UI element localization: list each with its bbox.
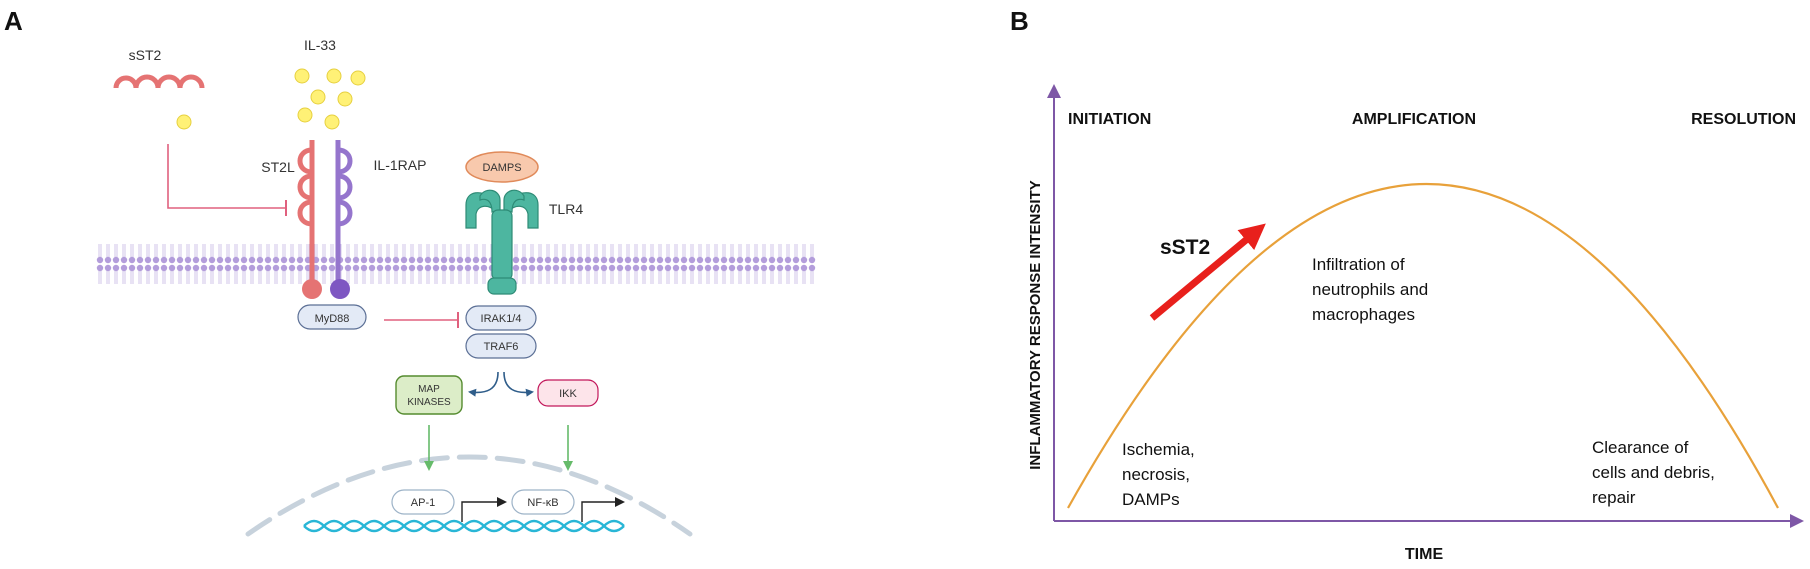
nfkb-transcription-arrow [581, 497, 625, 522]
tlr4-receptor [465, 189, 539, 295]
ap1-transcription-arrow [461, 497, 507, 522]
panel-a: A sST2 IL-33 ST2L [4, 6, 816, 537]
phase-initiation: INITIATION [1068, 111, 1151, 128]
map-kinases-line1: MAP [418, 384, 440, 395]
panel-a-letter: A [4, 6, 23, 36]
early-note-line: Ischemia, [1122, 440, 1195, 459]
damps-label: DAMPS [482, 162, 521, 174]
late-note-line: cells and debris, [1592, 463, 1715, 482]
sst2-inhibition-line [167, 144, 286, 209]
late-note-line: Clearance of [1592, 438, 1689, 457]
peak-note: Infiltration of neutrophils and macropha… [1312, 255, 1428, 324]
myd88-box [297, 304, 367, 330]
phase-resolution: RESOLUTION [1691, 111, 1796, 128]
sst2-soluble-receptor [113, 74, 205, 89]
traf6-box [465, 333, 537, 359]
cell-membrane [96, 242, 816, 286]
sst2-label: sST2 [129, 47, 162, 63]
myd88-label: MyD88 [315, 313, 350, 325]
panel-b-letter: B [1010, 6, 1029, 36]
il1rap-receptor [335, 140, 353, 293]
il1rap-tir-domain [330, 279, 350, 299]
early-note: Ischemia, necrosis, DAMPs [1122, 440, 1195, 509]
sst2-arrow [1149, 223, 1266, 321]
y-axis-label: INFLAMMATORY RESPONSE INTENSITY [1027, 180, 1044, 469]
nfkb-label: NF-κB [527, 497, 558, 509]
late-note-line: repair [1592, 488, 1636, 507]
branch-arrow-left [468, 371, 499, 397]
il33-dots [294, 68, 366, 130]
inflammation-curve [1067, 183, 1779, 509]
st2l-label: ST2L [261, 159, 295, 175]
tlr4-label: TLR4 [549, 201, 583, 217]
early-note-line: DAMPs [1122, 490, 1180, 509]
map-kinases-box [395, 375, 463, 415]
early-note-line: necrosis, [1122, 465, 1190, 484]
il1rap-label: IL-1RAP [374, 157, 427, 173]
x-axis-label: TIME [1405, 546, 1444, 563]
il33-label: IL-33 [304, 37, 336, 53]
panel-b: B INFLAMMATORY RESPONSE INTENSITY TIME I… [1010, 6, 1804, 563]
dna-helix [303, 519, 625, 533]
branch-arrow-right [503, 371, 534, 397]
peak-note-line: macrophages [1312, 305, 1415, 324]
peak-note-line: Infiltration of [1312, 255, 1405, 274]
ap1-box [391, 489, 455, 515]
sst2-arrow-label: sST2 [1160, 236, 1210, 259]
ap1-label: AP-1 [411, 497, 435, 509]
traf6-label: TRAF6 [484, 341, 519, 353]
ikk-box [537, 379, 599, 407]
late-note: Clearance of cells and debris, repair [1592, 438, 1715, 507]
ikk-label: IKK [559, 388, 577, 400]
irak-box [465, 305, 537, 331]
irak-label: IRAK1/4 [481, 313, 522, 325]
phase-amplification: AMPLIFICATION [1352, 111, 1476, 128]
nuclear-envelope [245, 454, 693, 537]
map-kinases-line2: KINASES [407, 397, 451, 408]
st2l-tir-domain [302, 279, 322, 299]
damps-ellipse [465, 151, 539, 183]
nfkb-box [511, 489, 575, 515]
il33-bound-dot [176, 114, 192, 130]
peak-note-line: neutrophils and [1312, 280, 1428, 299]
st2l-receptor [297, 140, 315, 293]
